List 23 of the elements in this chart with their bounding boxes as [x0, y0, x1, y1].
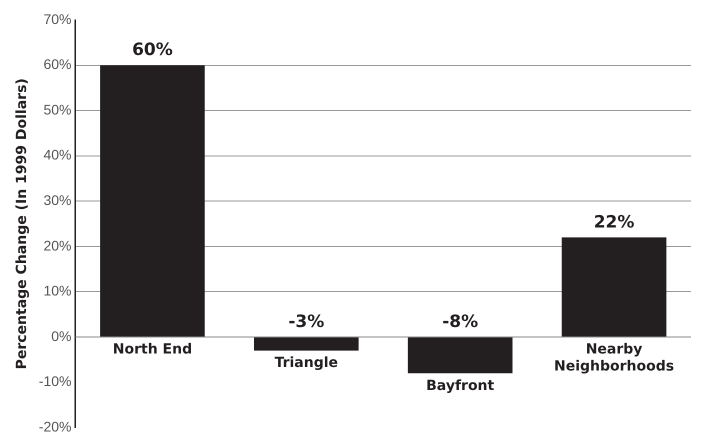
y-tick-label: 40% [43, 146, 72, 163]
bar [100, 65, 205, 337]
y-tick-label: -10% [38, 373, 72, 390]
x-tick-label: Nearby Neighborhoods [554, 342, 674, 375]
y-tick-label: 30% [43, 192, 72, 208]
y-tick-label: 70% [43, 10, 72, 27]
y-tick-label: -20% [38, 418, 72, 434]
y-axis-title: Percentage Change (In 1999 Dollars) [14, 78, 30, 370]
bar [562, 237, 666, 337]
data-label: 22% [594, 212, 634, 232]
x-tick-label: Bayfront [426, 378, 495, 394]
x-tick-label: Triangle [274, 355, 338, 372]
bar [408, 338, 512, 374]
y-tick-label: 10% [43, 282, 72, 299]
y-tick-label: 60% [43, 56, 72, 72]
data-label: -8% [442, 312, 478, 332]
data-label: 60% [132, 40, 173, 60]
y-tick-label: 50% [43, 101, 72, 118]
y-tick-label: 20% [43, 237, 72, 254]
x-tick-label: North End [112, 342, 192, 358]
bar [254, 338, 359, 351]
data-label: -3% [288, 312, 324, 332]
y-tick-label: 0% [51, 328, 72, 344]
